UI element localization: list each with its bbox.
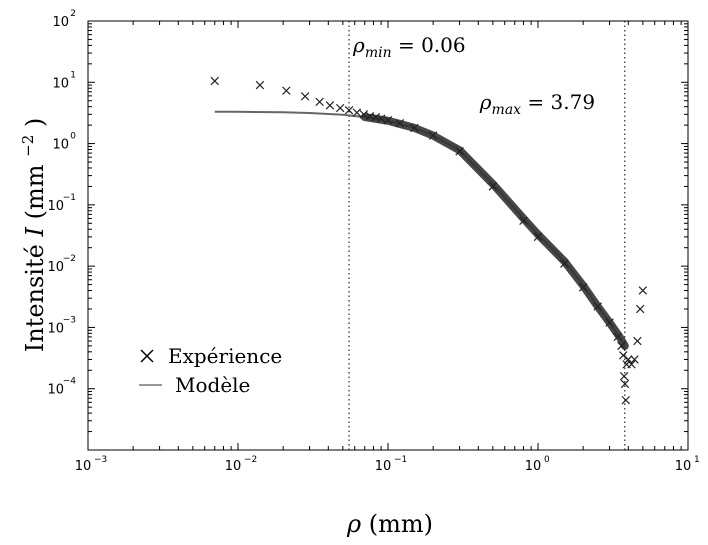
y-tick-label: 10: [52, 15, 69, 30]
experience-point: [488, 182, 498, 191]
experience-point: [210, 76, 219, 86]
experience-point: [428, 131, 438, 140]
experience-point: [617, 341, 626, 351]
experience-point: [410, 123, 419, 133]
x-tick-label: 10: [525, 459, 542, 474]
experience-point: [605, 318, 614, 327]
legend-marker-experience: [140, 349, 154, 363]
y-tick-label: 10: [47, 199, 64, 214]
y-tick-label: 10: [47, 383, 64, 398]
experience-point: [593, 302, 602, 311]
experience-point: [638, 286, 648, 295]
reference-lines: [348, 21, 626, 450]
experience-point: [620, 379, 630, 389]
experience-point: [621, 395, 631, 405]
experience-point: [383, 116, 393, 125]
experience-point: [635, 304, 645, 314]
experience-point: [376, 114, 386, 123]
experience-point: [455, 147, 464, 156]
y-tick-label-exp: −3: [63, 315, 76, 325]
x-tick-label-exp: 0: [544, 455, 550, 465]
y-tick-label: 10: [52, 76, 69, 91]
experience-point: [519, 216, 528, 225]
x-axis-label-symbol: ρ: [346, 510, 361, 538]
x-tick-label: 10: [375, 459, 392, 474]
experience-point: [630, 355, 639, 364]
y-tick-label-exp: 0: [70, 132, 76, 142]
y-axis-label-unit: (mm: [21, 164, 49, 219]
experience-point: [560, 259, 569, 268]
experience-point: [633, 336, 642, 346]
experience-point: [371, 112, 381, 122]
y-tick-label: 10: [47, 321, 64, 336]
y-axis-label-unit-exp: −2: [19, 135, 37, 157]
y-tick-label-exp: 1: [70, 70, 76, 80]
experience-point: [315, 97, 324, 107]
x-tick-label: 10: [225, 459, 242, 474]
experience-point: [325, 101, 335, 110]
experience-point: [335, 103, 345, 113]
x-tick-label-exp: 1: [694, 455, 700, 465]
y-axis-label-symbol: I: [21, 227, 49, 238]
legend-label-experience: Expérience: [168, 344, 282, 368]
y-tick-label-exp: −1: [63, 193, 76, 203]
y-tick-label: 10: [47, 260, 64, 275]
experience-point: [619, 371, 629, 381]
y-axis-label-text: Intensité: [21, 244, 49, 352]
experience-points: [210, 76, 648, 405]
experience-point: [395, 118, 405, 128]
y-tick-label-exp: −2: [63, 254, 76, 264]
experience-point: [352, 108, 362, 117]
x-tick-label: 10: [675, 459, 692, 474]
experience-point: [624, 355, 633, 364]
experience-point: [344, 106, 354, 115]
experience-point: [578, 283, 588, 292]
x-axis-label: ρ (mm): [346, 510, 433, 538]
x-tick-label-exp: −3: [94, 455, 107, 465]
axis-ticks: [87, 20, 689, 451]
svg-text:Intensité I: Intensité I (mm −2 ): [11, 118, 49, 353]
experience-point: [533, 232, 543, 242]
experience-point: [255, 80, 265, 90]
model-line: [214, 110, 626, 347]
x-tick-label-exp: −1: [394, 455, 407, 465]
tick-labels: 10 −3 10 −2 10 −1 10 0 10 1210110010−110−210−310−…: [47, 9, 699, 474]
y-tick-label-exp: 2: [70, 9, 76, 19]
experience-point: [613, 332, 622, 342]
annotations: ρmin = 0.06 ρmax = 3.79: [352, 33, 595, 118]
y-tick-label-exp: −4: [63, 377, 77, 387]
legend: Expérience Modèle: [139, 344, 282, 397]
experience-point: [282, 86, 291, 95]
annotation-min: ρmin = 0.06: [352, 33, 466, 61]
experience-point: [300, 92, 310, 101]
experience-point: [619, 351, 628, 360]
x-tick-label: 10: [75, 459, 92, 474]
y-tick-label: 10: [52, 138, 69, 153]
x-tick-label-exp: −2: [244, 455, 257, 465]
legend-label-modele: Modèle: [175, 373, 250, 397]
model-layer: [214, 110, 629, 350]
y-axis-label: Intensité I (mm −2 ): [11, 118, 49, 353]
experience-point: [359, 110, 369, 119]
dense-data-band: [360, 113, 629, 350]
y-axis-label-unit-close: ): [21, 118, 49, 127]
experience-point: [627, 360, 636, 369]
annotation-max: ρmax = 3.79: [479, 90, 595, 118]
x-axis-label-unit: (mm): [369, 510, 433, 538]
